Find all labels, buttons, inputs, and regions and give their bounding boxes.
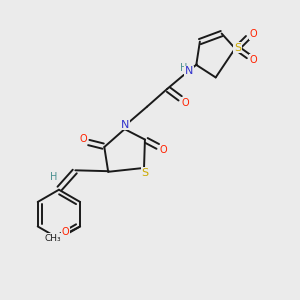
Text: O: O bbox=[79, 134, 87, 144]
Text: CH₃: CH₃ bbox=[45, 234, 62, 243]
Text: H: H bbox=[50, 172, 57, 182]
Text: H: H bbox=[180, 64, 188, 74]
Text: S: S bbox=[141, 168, 148, 178]
Text: O: O bbox=[249, 29, 257, 39]
Text: O: O bbox=[160, 145, 167, 155]
Text: O: O bbox=[182, 98, 189, 107]
Text: N: N bbox=[121, 120, 129, 130]
Text: N: N bbox=[184, 67, 193, 76]
Text: S: S bbox=[234, 43, 242, 52]
Text: O: O bbox=[250, 55, 257, 65]
Text: O: O bbox=[61, 227, 69, 237]
